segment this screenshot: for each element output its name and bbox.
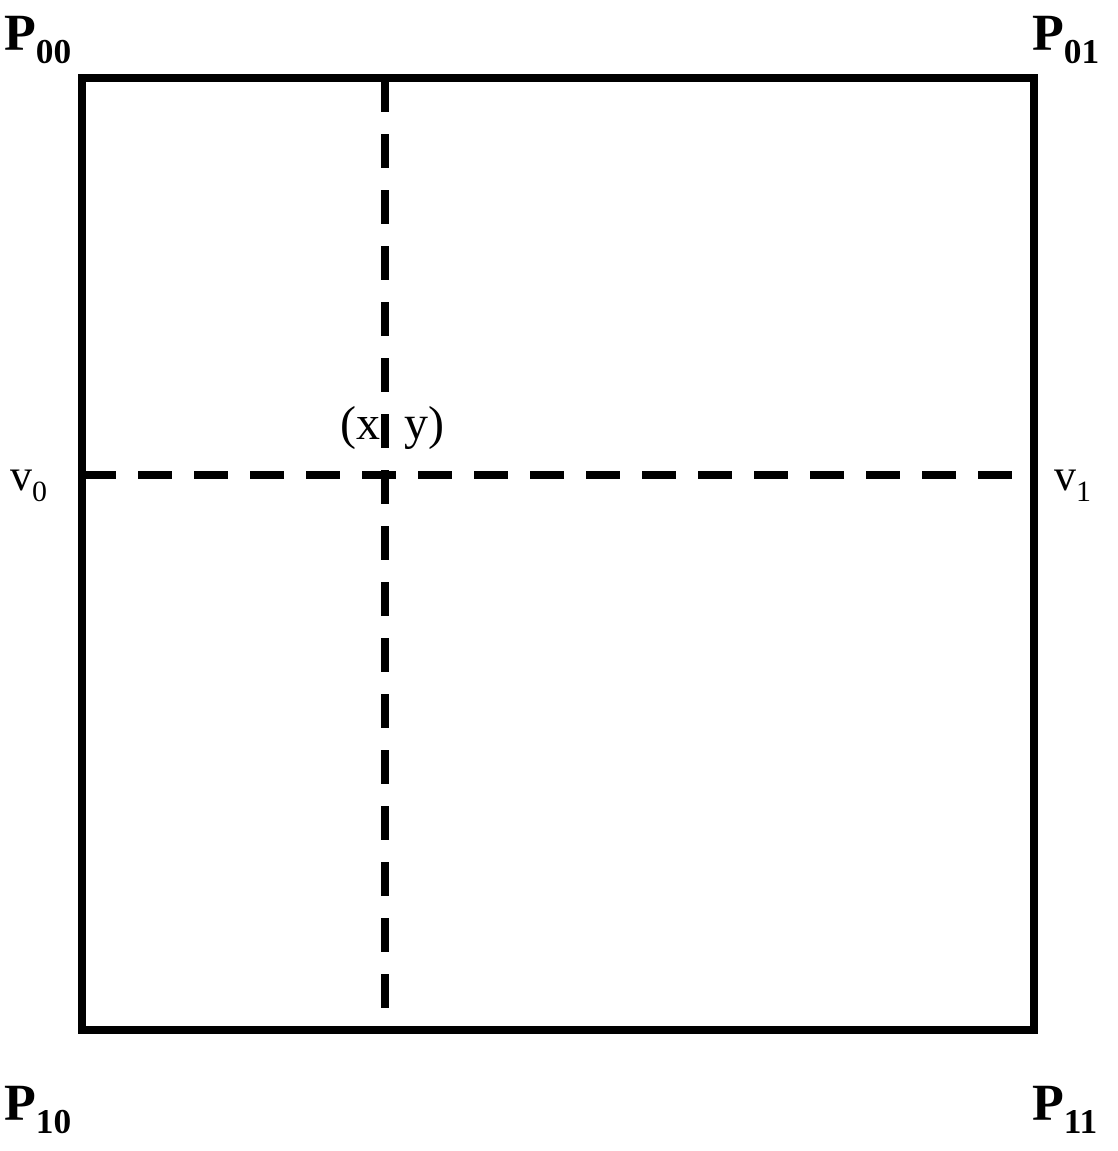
label-p11-sub: 11: [1064, 1101, 1097, 1141]
label-p11: P11: [1032, 1074, 1097, 1140]
bilinear-diagram-svg: [0, 0, 1118, 1151]
label-v1-main: v: [1054, 451, 1076, 500]
label-v1: v1: [1054, 450, 1091, 508]
label-v0-main: v: [10, 451, 32, 500]
label-center-xy: (x, y): [340, 396, 444, 451]
label-p00: P00: [4, 4, 71, 70]
label-p01-sub: 01: [1064, 31, 1099, 71]
label-p00-sub: 00: [36, 31, 71, 71]
label-v0: v0: [10, 450, 47, 508]
label-v0-sub: 0: [32, 475, 47, 508]
label-p11-main: P: [1032, 1075, 1064, 1132]
label-p00-main: P: [4, 5, 36, 62]
label-p10-sub: 10: [36, 1101, 71, 1141]
label-p10: P10: [4, 1074, 71, 1140]
label-p10-main: P: [4, 1075, 36, 1132]
outer-square: [82, 78, 1034, 1030]
label-v1-sub: 1: [1076, 475, 1091, 508]
diagram-container: P00 P01 P10 P11 v0 v1 (x, y): [0, 0, 1118, 1151]
label-p01-main: P: [1032, 5, 1064, 62]
label-p01: P01: [1032, 4, 1099, 70]
